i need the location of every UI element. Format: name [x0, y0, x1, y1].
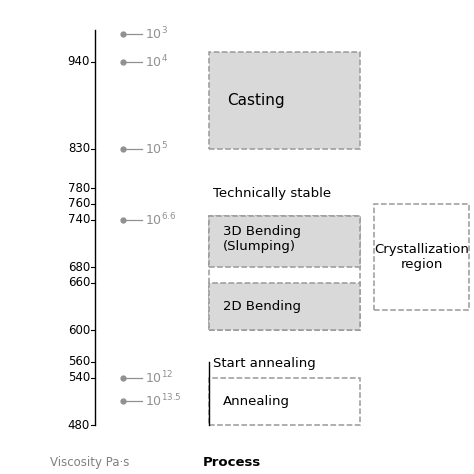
Text: Casting: Casting: [228, 93, 285, 108]
Text: Crystallization
region: Crystallization region: [374, 243, 469, 271]
Text: 760: 760: [68, 197, 90, 210]
Text: 540: 540: [68, 371, 90, 384]
Text: 680: 680: [68, 261, 90, 273]
Text: 780: 780: [68, 182, 90, 194]
Text: 3D Bending
(Slumping): 3D Bending (Slumping): [223, 225, 301, 253]
Text: $10^{5}$: $10^{5}$: [145, 140, 167, 157]
Bar: [374, 204, 469, 310]
Text: 660: 660: [68, 276, 90, 289]
Text: $10^{6.6}$: $10^{6.6}$: [145, 211, 176, 228]
Text: Start annealing: Start annealing: [213, 357, 316, 370]
Text: 940: 940: [68, 55, 90, 68]
Text: $10^{13.5}$: $10^{13.5}$: [145, 393, 182, 410]
Text: $10^{12}$: $10^{12}$: [145, 369, 173, 386]
Bar: [209, 52, 360, 148]
Text: 480: 480: [68, 419, 90, 431]
Text: Viscosity Pa·s: Viscosity Pa·s: [50, 456, 130, 469]
Text: Technically stable: Technically stable: [213, 187, 331, 200]
Text: $10^{4}$: $10^{4}$: [145, 53, 168, 70]
Text: 740: 740: [68, 213, 90, 226]
Bar: [209, 216, 360, 330]
Text: 560: 560: [68, 356, 90, 368]
Bar: [209, 378, 360, 425]
Text: 830: 830: [68, 142, 90, 155]
Text: Annealing: Annealing: [223, 395, 290, 408]
Text: $10^{3}$: $10^{3}$: [145, 26, 167, 42]
Text: 600: 600: [68, 324, 90, 337]
Text: 2D Bending: 2D Bending: [223, 300, 301, 313]
Bar: [209, 216, 360, 267]
Text: Process: Process: [203, 456, 261, 469]
Bar: [209, 283, 360, 330]
